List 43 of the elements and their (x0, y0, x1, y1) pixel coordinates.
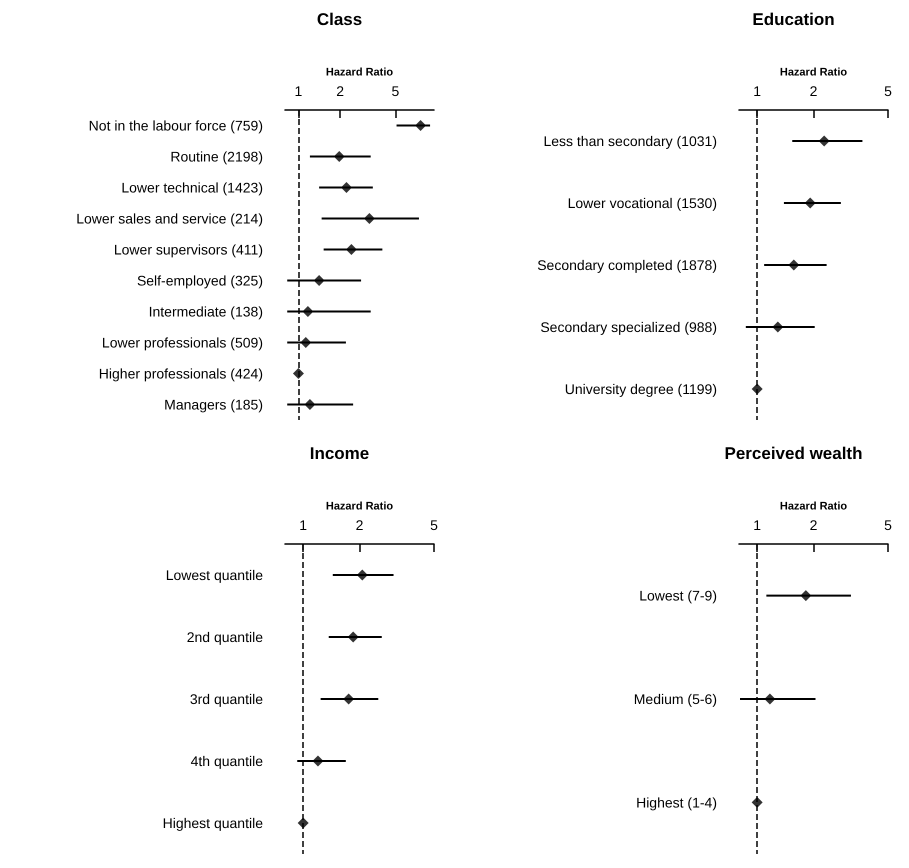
y-tick-label: Intermediate (138) (148, 304, 263, 320)
y-tick-label: Lowest (7-9) (639, 588, 717, 604)
chart-title: Income (310, 444, 370, 463)
y-tick-label: Not in the labour force (759) (88, 118, 263, 134)
y-tick-label: Lower supervisors (411) (114, 242, 263, 258)
x-tick-label: 2 (336, 83, 344, 99)
y-tick-label: 3rd quantile (190, 691, 264, 707)
y-tick-label: Medium (5-6) (634, 691, 717, 707)
y-tick-label: Lower vocational (1530) (568, 195, 717, 211)
y-tick-label: Secondary completed (1878) (537, 257, 717, 273)
y-tick-label: Managers (185) (164, 396, 263, 412)
y-tick-label: 4th quantile (190, 753, 264, 769)
y-tick-label: Lowest quantile (166, 567, 264, 583)
chart-title: Class (316, 10, 362, 29)
y-tick-label: 2nd quantile (186, 629, 264, 645)
x-tick-label: 1 (753, 83, 762, 99)
x-tick-label: 1 (294, 83, 303, 99)
x-tick-label: 5 (391, 83, 400, 99)
x-tick-label: 1 (753, 517, 762, 533)
chart-title: Education (752, 10, 835, 29)
y-tick-label: Highest quantile (162, 815, 264, 831)
x-tick-label: 5 (884, 517, 892, 533)
y-tick-label: Highest (1-4) (636, 794, 717, 810)
x-tick-label: 2 (356, 517, 364, 533)
x-tick-label: 1 (299, 517, 308, 533)
chart-title: Perceived wealth (724, 444, 862, 463)
y-tick-label: University degree (1199) (564, 381, 717, 397)
x-axis-title: Hazard Ratio (780, 500, 848, 512)
y-tick-label: Lower sales and service (214) (76, 210, 263, 226)
x-tick-label: 2 (810, 517, 818, 533)
y-tick-label: Routine (2198) (170, 148, 263, 164)
y-tick-label: Self-employed (325) (136, 272, 263, 288)
x-axis-title: Hazard Ratio (780, 66, 848, 78)
y-tick-label: Lower technical (1423) (121, 180, 263, 196)
y-tick-label: Lower professionals (509) (102, 334, 263, 350)
x-tick-label: 2 (810, 83, 818, 99)
y-tick-label: Secondary specialized (988) (540, 319, 717, 335)
y-tick-label: Higher professionals (424) (98, 366, 263, 382)
x-tick-label: 5 (884, 83, 892, 99)
y-tick-label: Less than secondary (1031) (543, 133, 717, 149)
x-axis-title: Hazard Ratio (326, 66, 394, 78)
x-axis-title: Hazard Ratio (326, 500, 394, 512)
x-tick-label: 5 (430, 517, 438, 533)
